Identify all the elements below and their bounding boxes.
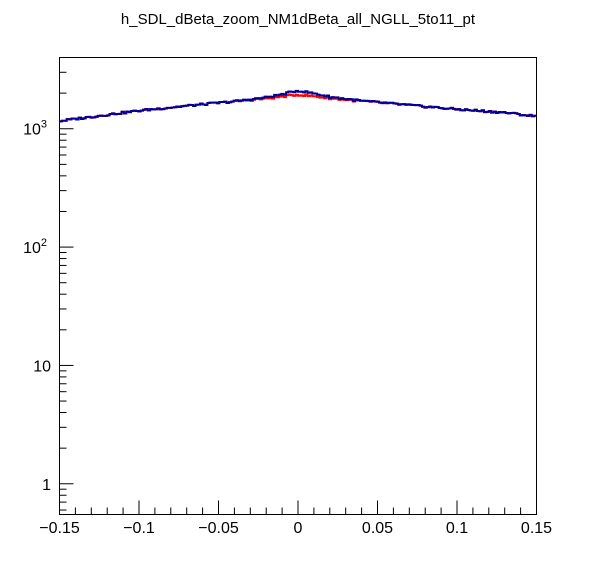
x-tick-label: 0 <box>294 520 303 537</box>
x-tick-label: 0.1 <box>446 520 468 537</box>
chart-title: h_SDL_dBeta_zoom_NM1dBeta_all_NGLL_5to11… <box>120 11 476 28</box>
x-tick-label: −0.1 <box>123 520 155 537</box>
x-tick-label: −0.15 <box>39 520 80 537</box>
y-tick-label: 103 <box>23 119 47 139</box>
y-tick-label: 102 <box>23 237 47 257</box>
x-tick-label: 0.15 <box>521 520 552 537</box>
series-blue-histogram <box>59 89 537 123</box>
y-tick-label: 10 <box>33 358 51 375</box>
x-tick-label: −0.05 <box>198 520 239 537</box>
x-axis-ticks: −0.15 −0.1 −0.05 0 0.05 0.1 0.15 <box>39 500 552 537</box>
series-red-histogram <box>59 93 537 123</box>
plot-frame <box>59 57 537 515</box>
y-axis-ticks: 1 10 102 103 <box>23 57 74 511</box>
x-tick-label: 0.05 <box>362 520 393 537</box>
y-tick-label: 1 <box>42 477 51 494</box>
data-series <box>59 89 537 123</box>
